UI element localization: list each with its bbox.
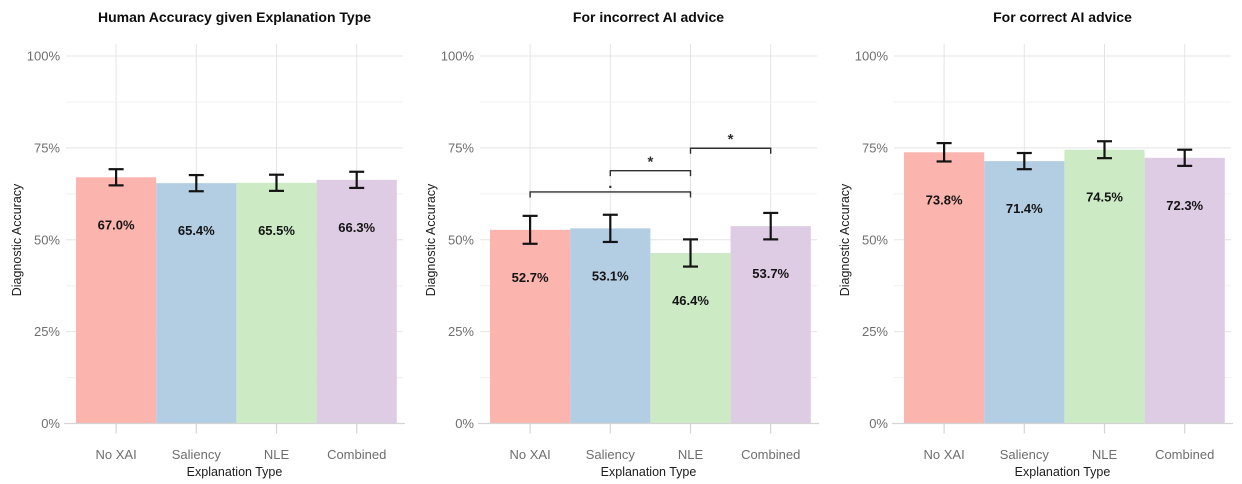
bar-value-label: 52.7% [512, 270, 549, 285]
x-tick-label-saliency: Saliency [1000, 447, 1050, 462]
bar-nle [236, 182, 317, 424]
significance-bracket [609, 169, 692, 177]
plot-area: No XAI Saliency NLE Combined 0% 25% 50% 75% 100%… [27, 44, 405, 462]
bar-nle [650, 252, 731, 424]
chart-title: For incorrect AI advice [572, 9, 725, 25]
y-tick-label: 0% [869, 416, 888, 431]
bar-value-label: 73.8% [926, 192, 963, 207]
bar-no-xai [76, 177, 157, 424]
significance-bracket [529, 191, 692, 198]
significance-bracket [689, 147, 772, 154]
x-tick-label-no-xai: No XAI [924, 447, 965, 462]
x-tick-label-saliency: Saliency [586, 447, 636, 462]
significance-label: . [608, 175, 612, 192]
y-tick-label: 75% [34, 140, 60, 155]
bar-no-xai [490, 229, 571, 424]
x-tick-label-nle: NLE [678, 447, 704, 462]
y-tick-label: 50% [862, 232, 888, 247]
y-tick-label: 75% [862, 140, 888, 155]
bar-saliency [570, 228, 651, 424]
bar-no-xai [904, 152, 985, 424]
x-tick-label-no-xai: No XAI [96, 447, 137, 462]
bar-value-label: 46.4% [672, 293, 709, 308]
bar-value-label: 53.7% [752, 266, 789, 281]
y-tick-label: 100% [27, 49, 61, 64]
bar-value-label: 72.3% [1166, 198, 1203, 213]
chart-panel-correct-ai-advice: For correct AI advice Diagnostic Accurac… [828, 0, 1242, 484]
chart-panel-incorrect-ai-advice: For incorrect AI advice Diagnostic Accur… [414, 0, 828, 484]
y-tick-label: 100% [441, 49, 475, 64]
bar-combined [316, 179, 397, 424]
plot-area: No XAI Saliency NLE Combined 0% 25% 50% 75% 100%… [855, 44, 1233, 462]
significance-label: * [728, 131, 734, 148]
chart-title: For correct AI advice [993, 9, 1132, 25]
bar-value-label: 71.4% [1006, 201, 1043, 216]
y-tick-label: 75% [448, 140, 474, 155]
x-tick-label-saliency: Saliency [172, 447, 222, 462]
bar-value-label: 74.5% [1086, 190, 1123, 205]
x-tick-label-no-xai: No XAI [510, 447, 551, 462]
x-tick-label-combined: Combined [327, 447, 386, 462]
bar-nle [1064, 149, 1145, 424]
x-axis-title: Explanation Type [1014, 465, 1111, 479]
y-tick-label: 25% [448, 324, 474, 339]
x-tick-label-combined: Combined [1155, 447, 1214, 462]
bar-value-label: 66.3% [338, 220, 375, 235]
x-tick-label-nle: NLE [264, 447, 290, 462]
x-tick-label-nle: NLE [1092, 447, 1118, 462]
y-tick-label: 0% [41, 416, 60, 431]
bar-combined [1144, 157, 1225, 424]
x-axis-title: Explanation Type [600, 465, 697, 479]
y-tick-label: 0% [455, 416, 474, 431]
chart-panel-overall-accuracy: Human Accuracy given Explanation Type Di… [0, 0, 414, 484]
bar-saliency [984, 161, 1065, 424]
y-tick-label: 50% [448, 232, 474, 247]
x-axis-title: Explanation Type [186, 465, 283, 479]
bar-combined [730, 226, 811, 424]
bar-value-label: 65.5% [258, 223, 295, 238]
plot-area: No XAI Saliency NLE Combined 0% 25% 50% 75% 100%… [441, 44, 819, 462]
bar-value-label: 67.0% [98, 217, 135, 232]
bar-saliency [156, 183, 237, 424]
significance-label: * [647, 154, 653, 171]
y-tick-label: 25% [34, 324, 60, 339]
y-tick-label: 100% [855, 49, 889, 64]
bar-value-label: 53.1% [592, 268, 629, 283]
bar-value-label: 65.4% [178, 223, 215, 238]
y-tick-label: 25% [862, 324, 888, 339]
y-tick-label: 50% [34, 232, 60, 247]
x-tick-label-combined: Combined [741, 447, 800, 462]
chart-title: Human Accuracy given Explanation Type [97, 9, 372, 25]
